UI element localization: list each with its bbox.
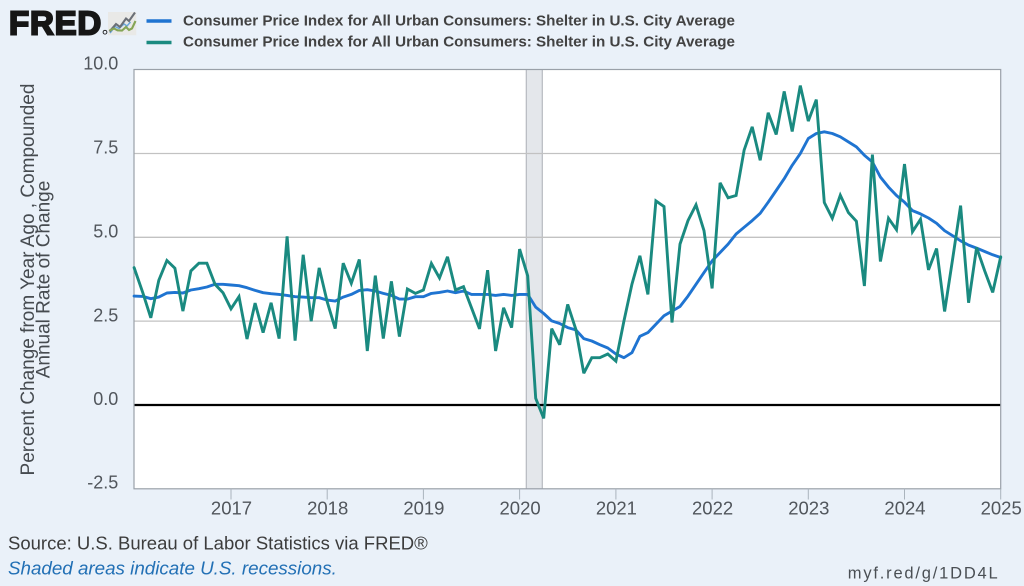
- svg-text:2024: 2024: [884, 498, 925, 519]
- svg-text:5.0: 5.0: [93, 222, 118, 242]
- svg-text:-2.5: -2.5: [87, 472, 118, 492]
- svg-text:Annual Rate of Change: Annual Rate of Change: [34, 181, 55, 379]
- svg-text:FRED: FRED: [9, 4, 102, 41]
- svg-text:Source: U.S. Bureau of Labor S: Source: U.S. Bureau of Labor Statistics …: [8, 533, 428, 554]
- svg-text:2018: 2018: [307, 498, 348, 519]
- svg-text:2022: 2022: [692, 498, 733, 519]
- svg-text:Shaded areas indicate U.S. rec: Shaded areas indicate U.S. recessions.: [8, 558, 337, 579]
- svg-text:2023: 2023: [788, 498, 829, 519]
- svg-text:2020: 2020: [500, 498, 541, 519]
- svg-text:2025: 2025: [981, 498, 1022, 519]
- svg-text:Consumer Price Index for All U: Consumer Price Index for All Urban Consu…: [183, 34, 735, 51]
- svg-text:2.5: 2.5: [93, 305, 118, 325]
- svg-text:2021: 2021: [596, 498, 637, 519]
- svg-text:Percent Change from Year Ago ,: Percent Change from Year Ago , Compounde…: [18, 84, 39, 476]
- svg-text:2019: 2019: [403, 498, 444, 519]
- svg-text:0.0: 0.0: [93, 389, 118, 409]
- svg-text:2017: 2017: [211, 498, 252, 519]
- svg-text:7.5: 7.5: [93, 138, 118, 158]
- svg-text:Consumer Price Index for All U: Consumer Price Index for All Urban Consu…: [183, 12, 735, 29]
- svg-text:myf.red/g/1DD4L: myf.red/g/1DD4L: [848, 564, 1000, 582]
- svg-text:10.0: 10.0: [83, 54, 118, 74]
